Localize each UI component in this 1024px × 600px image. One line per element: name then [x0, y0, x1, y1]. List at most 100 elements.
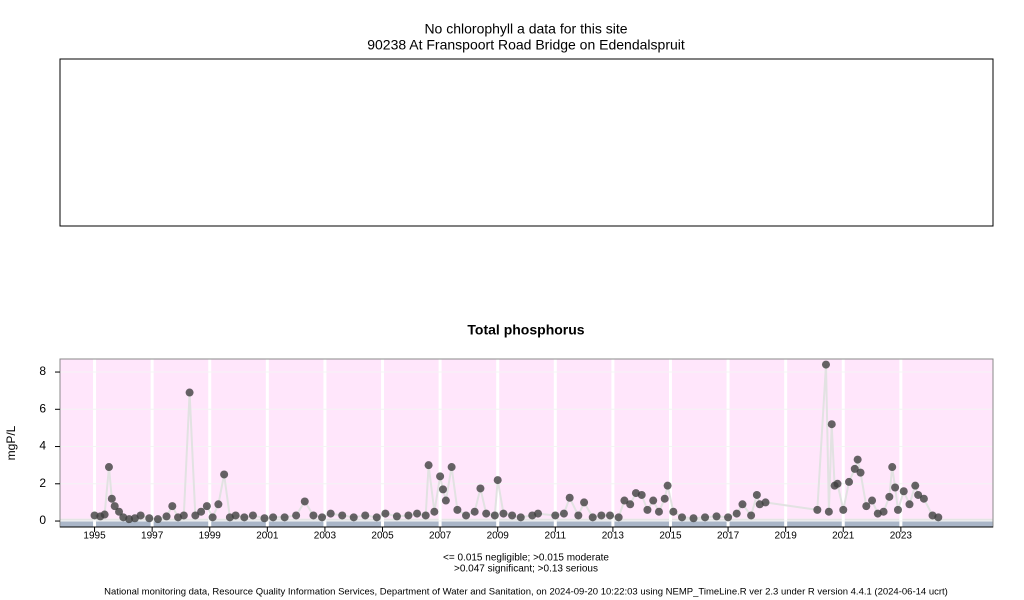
- x-tick-label: 2013: [602, 531, 625, 542]
- data-point: [208, 513, 217, 522]
- data-point: [701, 513, 710, 522]
- data-point: [231, 511, 240, 520]
- data-point: [891, 483, 900, 492]
- data-point: [752, 490, 761, 499]
- data-point: [145, 514, 154, 523]
- data-point: [850, 464, 859, 473]
- threshold-band: [60, 520, 993, 527]
- threshold-band: [60, 359, 993, 519]
- data-point: [813, 505, 822, 514]
- data-point: [689, 514, 698, 523]
- data-point: [185, 388, 194, 397]
- data-point: [260, 514, 269, 523]
- data-point: [588, 513, 597, 522]
- data-point: [620, 496, 629, 505]
- panel-subtitle: 90238 At Franspoort Road Bridge on Edend…: [367, 37, 685, 53]
- caption: <= 0.015 negligible; >0.015 moderate: [443, 553, 609, 564]
- data-point: [447, 463, 456, 472]
- x-tick-label: 1997: [141, 531, 164, 542]
- data-point: [462, 511, 471, 520]
- data-point: [905, 500, 914, 509]
- data-point: [191, 511, 200, 520]
- data-point: [470, 507, 479, 516]
- data-point: [508, 511, 517, 520]
- data-point: [104, 463, 113, 472]
- y-tick-label: 0: [39, 513, 46, 527]
- data-point: [240, 513, 249, 522]
- footer: National monitoring data, Resource Quali…: [104, 587, 948, 598]
- y-tick-label: 6: [39, 401, 46, 415]
- data-point: [827, 420, 836, 429]
- data-point: [430, 507, 439, 516]
- data-point: [678, 513, 686, 522]
- data-point: [669, 507, 678, 516]
- data-point: [453, 505, 462, 514]
- data-point: [879, 507, 888, 516]
- data-point: [441, 496, 450, 505]
- data-point: [438, 485, 447, 494]
- data-point: [839, 505, 848, 514]
- data-point: [914, 490, 923, 499]
- data-point: [338, 511, 347, 520]
- data-point: [911, 481, 920, 490]
- data-point: [413, 509, 422, 518]
- x-tick-label: 2017: [717, 531, 740, 542]
- data-point: [197, 507, 206, 516]
- x-tick-label: 2011: [545, 531, 567, 542]
- data-point: [202, 502, 211, 511]
- data-point: [179, 511, 188, 520]
- data-point: [436, 472, 445, 481]
- data-point: [493, 476, 502, 485]
- data-point: [168, 502, 177, 511]
- x-tick-label: 2021: [832, 531, 855, 542]
- data-point: [824, 507, 833, 516]
- data-point: [559, 509, 568, 518]
- data-point: [606, 511, 615, 520]
- data-point: [136, 511, 145, 520]
- data-point: [580, 498, 589, 507]
- data-point: [372, 513, 381, 522]
- data-point: [107, 494, 116, 503]
- data-point: [309, 511, 318, 520]
- data-point: [499, 509, 508, 518]
- x-tick-label: 2015: [659, 531, 682, 542]
- y-axis-label: mgP/L: [4, 425, 18, 460]
- data-point: [162, 512, 171, 521]
- data-point: [280, 513, 289, 522]
- data-point: [349, 513, 358, 522]
- x-tick-label: 2009: [487, 531, 510, 542]
- data-point: [292, 511, 301, 520]
- data-point: [738, 500, 747, 509]
- data-point: [318, 513, 327, 522]
- data-point: [421, 511, 430, 520]
- data-point: [934, 513, 943, 522]
- x-tick-label: 2007: [429, 531, 452, 542]
- x-tick-label: 2001: [256, 531, 279, 542]
- data-point: [220, 470, 229, 479]
- data-point: [833, 479, 842, 488]
- y-tick-label: 8: [39, 364, 46, 378]
- data-point: [153, 515, 162, 524]
- data-point: [326, 509, 335, 518]
- empty-panel: [59, 58, 994, 227]
- data-point: [654, 507, 663, 516]
- data-point: [392, 512, 401, 521]
- data-point: [110, 502, 119, 511]
- data-point: [853, 455, 862, 464]
- data-point: [732, 509, 741, 518]
- data-point: [476, 484, 485, 493]
- data-point: [551, 511, 560, 520]
- threshold-band: [60, 518, 993, 521]
- data-point: [381, 509, 390, 518]
- data-point: [724, 513, 733, 522]
- x-tick-label: 1995: [83, 531, 106, 542]
- data-point: [845, 477, 854, 486]
- chart-title: Total phosphorus: [467, 322, 584, 338]
- data-point: [516, 513, 525, 522]
- data-point: [821, 360, 830, 369]
- data-point: [660, 494, 669, 503]
- data-point: [490, 511, 499, 520]
- data-point: [862, 502, 871, 511]
